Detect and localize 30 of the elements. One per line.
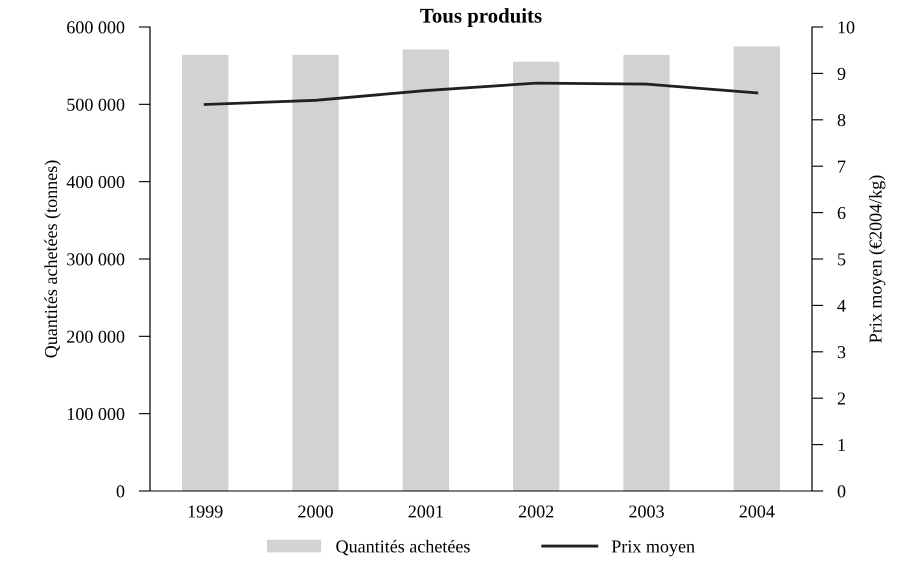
y-tick-label: 600 000 bbox=[67, 21, 124, 34]
x-tick-label: 1999 bbox=[188, 505, 222, 518]
y-tick-label: 500 000 bbox=[67, 98, 124, 111]
x-tick-label: 2003 bbox=[629, 505, 664, 518]
y2-tick-label: 5 bbox=[838, 253, 846, 266]
y2-tick-label: 7 bbox=[838, 160, 846, 172]
x-tick-label: 2001 bbox=[408, 505, 443, 518]
y-tick-label: 100 000 bbox=[68, 408, 124, 420]
y-axis-title: Quantités achetées (tonnes) bbox=[44, 160, 61, 358]
legend-label: Prix moyen bbox=[612, 540, 695, 556]
y-tick-label: 200 000 bbox=[67, 330, 124, 343]
y-tick-label: 400 000 bbox=[66, 176, 124, 188]
legend-label: Quantités achetées bbox=[336, 540, 470, 556]
chart-title: Tous produits bbox=[420, 8, 542, 27]
y2-axis-title: Prix moyen (€2004/kg) bbox=[868, 176, 886, 343]
y2-tick-label: 2 bbox=[838, 392, 846, 404]
y2-tick-label: 6 bbox=[838, 206, 846, 220]
y2-tick-label: 3 bbox=[838, 346, 846, 358]
x-tick-label: 2002 bbox=[518, 505, 554, 518]
y2-tick-label: 0 bbox=[838, 485, 846, 498]
y2-tick-label: 9 bbox=[838, 68, 846, 80]
x-tick-label: 2000 bbox=[298, 505, 333, 518]
y2-tick-label: 10 bbox=[838, 21, 854, 34]
x-tick-label: 2004 bbox=[740, 505, 775, 518]
y2-tick-label: 4 bbox=[837, 300, 846, 312]
y-tick-label: 0 bbox=[116, 485, 124, 498]
line-series bbox=[204, 82, 758, 106]
y-tick-label: 300 000 bbox=[67, 253, 124, 266]
y2-tick-label: 1 bbox=[838, 438, 845, 451]
y2-tick-label: 8 bbox=[838, 114, 846, 126]
